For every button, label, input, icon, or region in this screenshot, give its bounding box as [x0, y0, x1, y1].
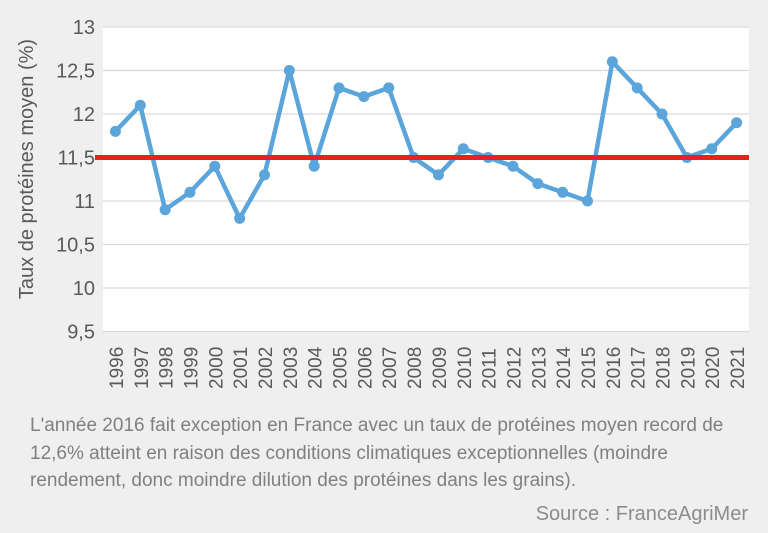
data-point [283, 65, 295, 76]
data-point [557, 186, 569, 198]
x-tick-label: 2007 [380, 347, 401, 389]
x-tick-label: 2005 [331, 347, 352, 389]
source-credit: Source : FranceAgriMer [535, 503, 748, 525]
x-tick-label: 2008 [405, 347, 426, 389]
data-point [582, 195, 593, 207]
x-tick-label: 1999 [181, 347, 202, 389]
x-tick-label: 2021 [728, 347, 749, 389]
y-tick-label: 11,5 [58, 148, 95, 170]
x-tick-label: 2011 [480, 348, 501, 389]
data-point [209, 160, 221, 172]
caption-line-2: 12,6% atteint en raison des conditions c… [30, 442, 668, 464]
caption-line-3: rendement, donc moindre dilution des pro… [30, 470, 577, 491]
x-tick-label: 2002 [256, 347, 277, 389]
data-point [358, 91, 370, 103]
x-tick-label: 2019 [678, 347, 699, 389]
x-tick-label: 2017 [629, 347, 650, 389]
data-point [507, 160, 519, 172]
x-tick-label: 2000 [206, 347, 227, 389]
data-point [109, 125, 121, 137]
plot-area [103, 27, 749, 332]
data-point [731, 117, 743, 129]
chart-caption: L'année 2016 fait exception en France av… [30, 412, 760, 495]
data-point [234, 212, 246, 224]
data-point [432, 169, 444, 181]
caption-line-1: L'année 2016 fait exception en France av… [30, 415, 724, 436]
data-point [457, 143, 469, 155]
x-tick-label: 2009 [430, 347, 451, 389]
x-tick-label: 1998 [157, 347, 178, 389]
x-tick-label: 2010 [455, 347, 476, 389]
data-point [333, 82, 345, 94]
x-tick-label: 2014 [554, 346, 575, 389]
data-point [532, 178, 544, 190]
data-point [159, 204, 171, 216]
x-tick-label: 2001 [231, 347, 252, 389]
y-tick-label: 10,5 [56, 235, 95, 257]
data-point [656, 108, 668, 120]
data-point [631, 82, 643, 94]
y-tick-label: 10 [73, 278, 95, 300]
x-tick-label: 2020 [703, 347, 724, 389]
x-tick-label: 2012 [504, 347, 525, 389]
y-tick-label: 13 [73, 17, 95, 39]
y-tick-label: 12,5 [56, 61, 95, 83]
data-point [308, 160, 320, 172]
x-tick-label: 1997 [132, 347, 153, 389]
x-tick-label: 2013 [529, 347, 550, 389]
y-tick-label: 12 [73, 104, 95, 126]
y-tick-label: 11 [74, 191, 95, 213]
data-point [184, 186, 196, 198]
data-point [383, 82, 395, 94]
data-point [134, 99, 146, 111]
x-tick-label: 2003 [281, 347, 302, 389]
x-tick-label: 1996 [107, 347, 128, 389]
data-point [706, 143, 718, 155]
x-tick-label: 2006 [355, 347, 376, 389]
data-point [606, 56, 618, 68]
y-tick-label: 9,5 [67, 322, 95, 344]
data-point [259, 169, 270, 181]
x-tick-label: 2018 [654, 347, 675, 389]
x-tick-label: 2015 [579, 347, 600, 389]
series-line [113, 59, 739, 221]
x-tick-label: 2016 [604, 347, 625, 389]
x-tick-label: 2004 [306, 346, 327, 389]
